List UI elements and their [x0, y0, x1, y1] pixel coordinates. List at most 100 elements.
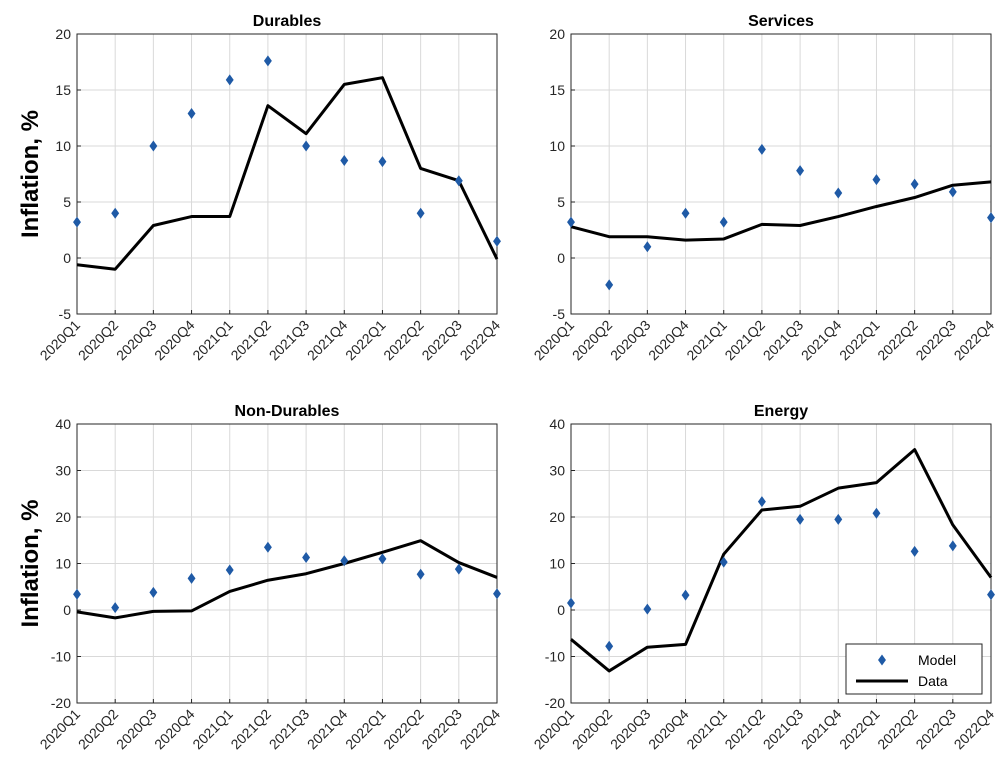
panel-durables: Durables Inflation, % -5051015202020Q120… — [17, 13, 503, 363]
model-point — [378, 156, 387, 168]
model-point — [834, 187, 843, 199]
model-point — [302, 140, 311, 152]
axes-box — [76, 33, 498, 315]
panel-title: Energy — [754, 403, 808, 420]
y-tick-label: 20 — [55, 26, 71, 42]
model-point — [149, 140, 158, 152]
x-tick-label: 2020Q1 — [531, 706, 578, 753]
x-tick-label: 2020Q2 — [75, 317, 122, 364]
y-tick-label: 40 — [55, 416, 71, 432]
x-tick-label: 2020Q1 — [37, 706, 84, 753]
x-tick-label: 2020Q2 — [569, 706, 616, 753]
x-tick-label: 2022Q3 — [912, 317, 959, 364]
y-tick-label: 0 — [557, 250, 565, 266]
model-point — [643, 603, 652, 615]
data-line — [76, 539, 498, 620]
x-tick-label: 2020Q4 — [645, 317, 692, 364]
x-tick-label: 2022Q3 — [418, 317, 465, 364]
model-point — [263, 541, 272, 553]
x-tick-label: 2022Q1 — [342, 317, 389, 364]
x-tick-label: 2021Q2 — [721, 317, 768, 364]
x-tick-label: 2021Q3 — [266, 317, 313, 364]
model-point — [643, 241, 652, 253]
x-tick-label: 2021Q2 — [227, 317, 274, 364]
x-tick-label: 2021Q3 — [760, 706, 807, 753]
x-tick-label: 2022Q1 — [342, 706, 389, 753]
x-tick-label: 2020Q3 — [113, 317, 160, 364]
model-point — [757, 143, 766, 155]
y-tick-label: 40 — [549, 416, 565, 432]
x-tick-label: 2021Q2 — [721, 706, 768, 753]
model-point — [605, 279, 614, 291]
model-point — [948, 186, 957, 198]
model-point — [567, 216, 575, 228]
model-point — [757, 496, 766, 508]
model-point — [987, 589, 995, 601]
y-tick-label: 20 — [55, 509, 71, 525]
model-point — [73, 216, 81, 228]
model-point — [834, 513, 843, 525]
x-tick-label: 2021Q1 — [189, 317, 236, 364]
y-tick-label: 0 — [557, 602, 565, 618]
model-point — [111, 207, 120, 219]
model-point — [340, 555, 349, 567]
x-tick-label: 2022Q2 — [380, 706, 427, 753]
model-point — [681, 589, 690, 601]
model-point — [567, 597, 575, 609]
x-tick-label: 2021Q4 — [304, 706, 351, 753]
model-point — [719, 216, 728, 228]
model-point — [340, 155, 349, 167]
model-point — [910, 178, 919, 190]
model-point — [225, 74, 234, 86]
data-line — [570, 448, 993, 673]
x-tick-label: 2022Q2 — [874, 317, 921, 364]
model-point — [149, 586, 158, 598]
x-tick-label: 2021Q1 — [683, 706, 730, 753]
y-tick-label: 30 — [549, 463, 565, 479]
y-tick-label: 10 — [55, 556, 71, 572]
y-tick-label: 30 — [55, 463, 71, 479]
x-tick-label: 2022Q4 — [457, 706, 504, 753]
x-tick-label: 2022Q1 — [836, 317, 883, 364]
x-tick-label: 2020Q3 — [113, 706, 160, 753]
x-tick-label: 2020Q3 — [607, 317, 654, 364]
model-point — [263, 55, 272, 67]
model-point — [681, 207, 690, 219]
y-tick-label: 15 — [55, 82, 71, 98]
model-point — [454, 175, 463, 187]
model-point — [378, 553, 387, 565]
model-point — [73, 588, 81, 600]
y-tick-label: -20 — [545, 695, 565, 711]
panel-services: Services -5051015202020Q12020Q22020Q3202… — [531, 13, 998, 363]
y-axis-label: Inflation, % — [17, 110, 44, 238]
panel-title: Durables — [253, 13, 322, 30]
y-tick-label: 10 — [549, 138, 565, 154]
model-point — [187, 108, 196, 120]
model-point — [910, 545, 919, 557]
x-tick-label: 2021Q4 — [798, 706, 845, 753]
model-point — [796, 513, 805, 525]
x-tick-label: 2020Q2 — [569, 317, 616, 364]
x-tick-label: 2022Q3 — [912, 706, 959, 753]
model-point — [948, 540, 957, 552]
y-tick-label: 0 — [63, 602, 71, 618]
panel-energy: Energy -20 -10 0 10 20 30 40 2020Q12020Q22020Q3… — [531, 403, 998, 752]
y-tick-label: 0 — [63, 250, 71, 266]
x-tick-label: 2020Q3 — [607, 706, 654, 753]
x-tick-label: 2020Q4 — [645, 706, 692, 753]
model-point — [111, 602, 120, 614]
y-tick-label: 10 — [549, 556, 565, 572]
x-tick-label: 2022Q4 — [951, 706, 998, 753]
y-tick-label: -20 — [51, 695, 71, 711]
x-tick-label: 2021Q4 — [798, 317, 845, 364]
model-point — [872, 174, 881, 186]
x-tick-label: 2021Q3 — [760, 317, 807, 364]
x-tick-label: 2021Q3 — [266, 706, 313, 753]
panel-non-durables: Non-Durables Inflation, % -20 -10 0 10 20 30 4… — [17, 403, 503, 752]
model-point — [493, 588, 501, 600]
legend: Model Data — [845, 643, 983, 695]
x-tick-label: 2020Q2 — [75, 706, 122, 753]
x-tick-label: 2020Q4 — [151, 317, 198, 364]
model-point — [605, 640, 614, 652]
x-tick-label: 2022Q2 — [380, 317, 427, 364]
